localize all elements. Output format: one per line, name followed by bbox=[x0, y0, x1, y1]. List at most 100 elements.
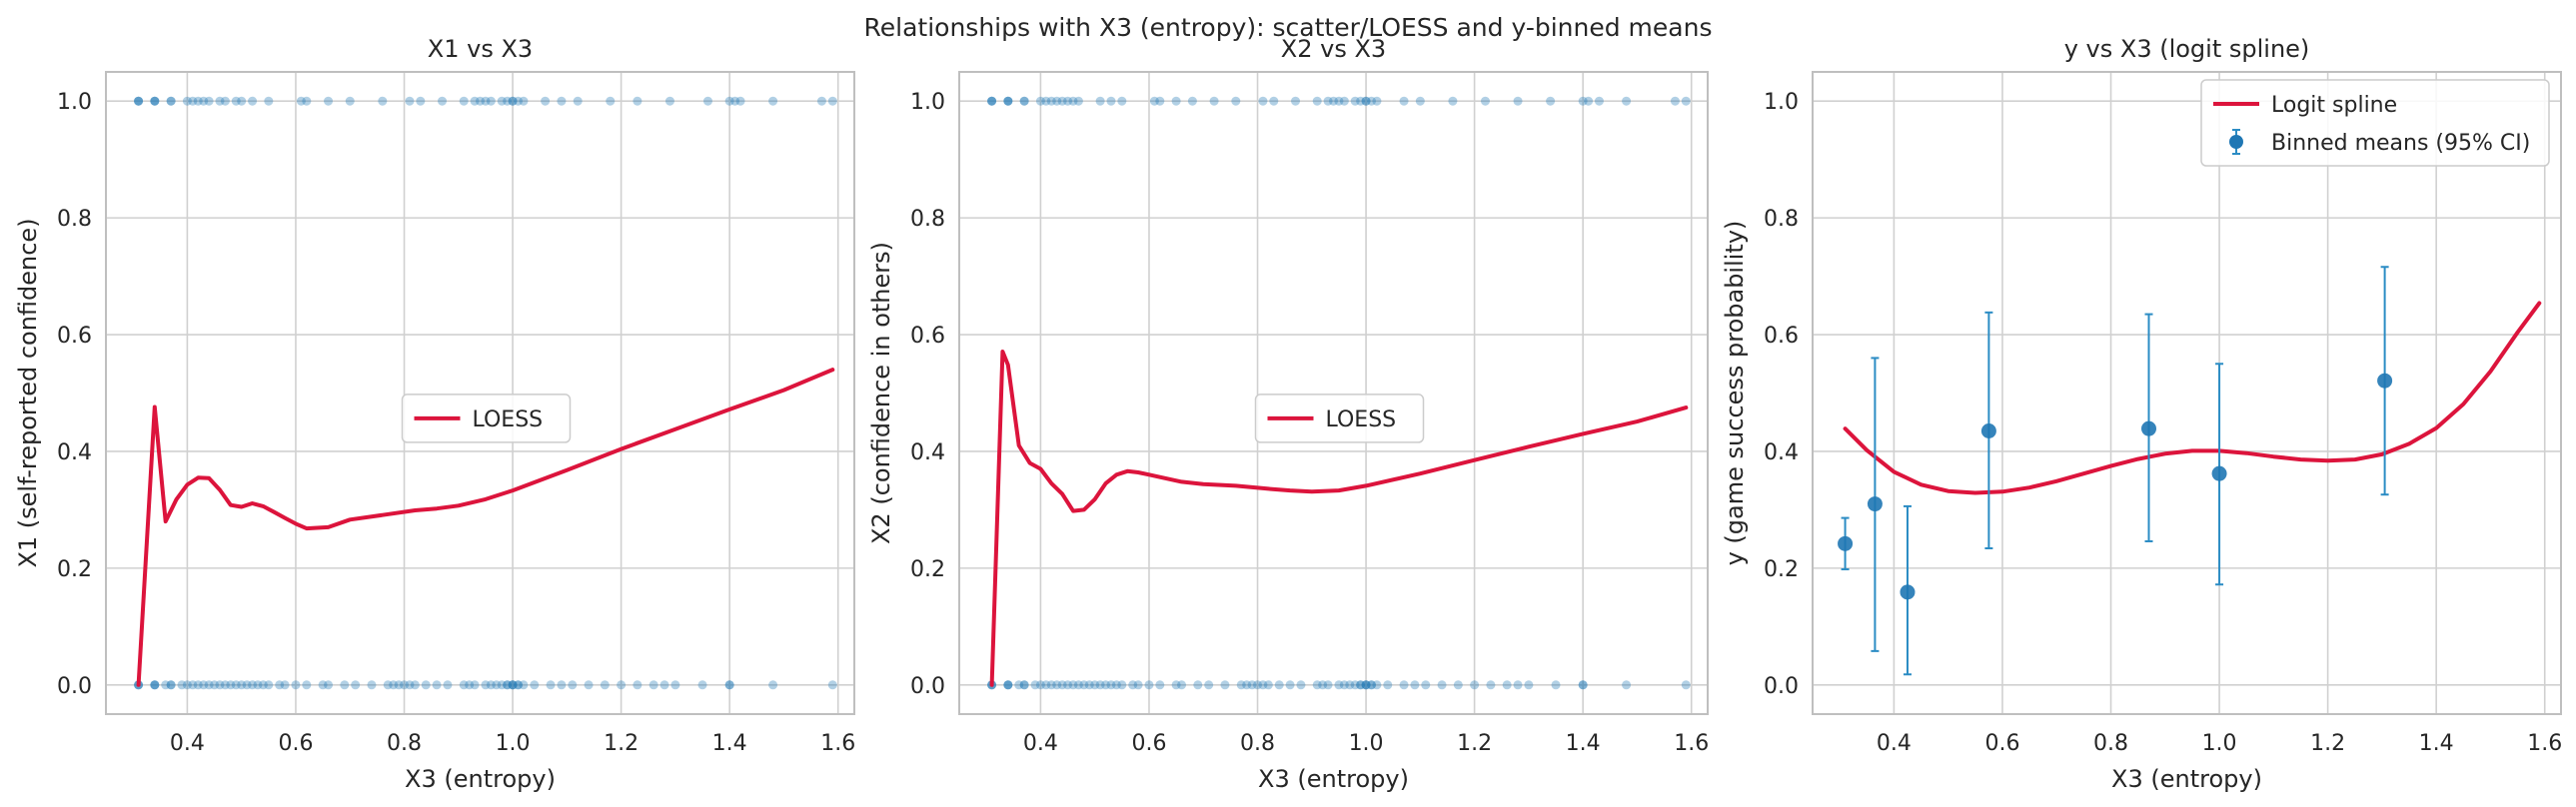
scatter-point bbox=[258, 680, 268, 690]
scatter-point bbox=[220, 680, 230, 690]
x-tick-label: 0.8 bbox=[387, 731, 422, 756]
scatter-point bbox=[497, 96, 507, 106]
scatter-point bbox=[421, 680, 431, 690]
scatter-point bbox=[987, 96, 997, 106]
scatter-point bbox=[318, 680, 328, 690]
scatter-point bbox=[1063, 680, 1073, 690]
scatter-point bbox=[1149, 96, 1159, 106]
scatter-point bbox=[410, 680, 420, 690]
scatter-point bbox=[1323, 96, 1333, 106]
scatter-point bbox=[1019, 680, 1029, 690]
legend: LOESS bbox=[1254, 394, 1425, 443]
scatter-point bbox=[648, 680, 658, 690]
scatter-point bbox=[1084, 680, 1094, 690]
scatter-point bbox=[1296, 680, 1306, 690]
scatter-point bbox=[275, 680, 285, 690]
scatter-point bbox=[1415, 96, 1425, 106]
scatter-point bbox=[513, 96, 523, 106]
scatter-point bbox=[383, 680, 393, 690]
errorbar-series bbox=[1838, 266, 2393, 676]
scatter-point bbox=[1247, 680, 1257, 690]
plot-frame bbox=[1812, 71, 2562, 715]
scatter-point bbox=[1437, 680, 1447, 690]
scatter-point bbox=[697, 680, 707, 690]
scatter-point bbox=[1356, 96, 1366, 106]
scatter-point bbox=[568, 680, 578, 690]
scatter-point bbox=[253, 680, 263, 690]
scatter-point bbox=[470, 96, 480, 106]
scatter-point bbox=[166, 680, 176, 690]
y-tick-label: 0.2 bbox=[910, 557, 945, 582]
scatter-point bbox=[1041, 680, 1051, 690]
x-axis-label: X3 (entropy) bbox=[405, 765, 556, 793]
binned-mean-point bbox=[2141, 420, 2157, 436]
scatter-point bbox=[724, 680, 734, 690]
scatter-point bbox=[1480, 96, 1490, 106]
scatter-point bbox=[443, 680, 453, 690]
y-tick-label: 0.4 bbox=[57, 440, 92, 465]
scatter-point bbox=[134, 96, 144, 106]
scatter-point bbox=[1117, 96, 1127, 106]
scatter-point bbox=[210, 680, 220, 690]
scatter-point bbox=[1323, 680, 1333, 690]
scatter-point bbox=[1253, 680, 1263, 690]
scatter-point bbox=[1204, 680, 1214, 690]
scatter-point bbox=[1003, 680, 1013, 690]
scatter-point bbox=[215, 96, 225, 106]
scatter-point bbox=[1681, 680, 1691, 690]
scatter-point bbox=[497, 680, 507, 690]
scatter-point bbox=[1128, 680, 1138, 690]
scatter-point bbox=[1285, 680, 1295, 690]
scatter-point bbox=[1551, 680, 1561, 690]
scatter-point bbox=[519, 680, 529, 690]
scatter-point bbox=[730, 96, 740, 106]
scatter-point bbox=[1106, 96, 1116, 106]
scatter-point bbox=[199, 96, 209, 106]
scatter-point bbox=[513, 680, 523, 690]
scatter-point bbox=[1312, 96, 1322, 106]
scatter-point bbox=[1361, 96, 1371, 106]
scatter-point bbox=[1019, 96, 1029, 106]
y-tick-label: 0.0 bbox=[910, 674, 945, 699]
scatter-point bbox=[182, 96, 192, 106]
scatter-point bbox=[470, 680, 480, 690]
scatter-point bbox=[264, 96, 274, 106]
scatter-point bbox=[735, 96, 745, 106]
scatter-point bbox=[1453, 680, 1463, 690]
scatter-point bbox=[724, 680, 734, 690]
scatter-point bbox=[1291, 96, 1301, 106]
scatter-point bbox=[324, 96, 334, 106]
scatter-point bbox=[166, 96, 176, 106]
x-tick-label: 1.0 bbox=[2202, 731, 2237, 756]
series-line bbox=[136, 368, 835, 687]
scatter-point bbox=[546, 680, 556, 690]
binned-mean-point bbox=[2211, 465, 2227, 481]
scatter-point bbox=[541, 96, 551, 106]
scatter-point bbox=[1356, 680, 1366, 690]
scatter-point bbox=[367, 680, 377, 690]
scatter-point bbox=[177, 680, 187, 690]
x-tick-label: 0.6 bbox=[278, 731, 313, 756]
scatter-point bbox=[1366, 680, 1376, 690]
scatter-point bbox=[1111, 680, 1121, 690]
scatter-point bbox=[503, 680, 513, 690]
scatter-point bbox=[1014, 680, 1024, 690]
scatter-point bbox=[1041, 96, 1051, 106]
scatter-point bbox=[1578, 680, 1588, 690]
x-tick-label: 0.8 bbox=[1240, 731, 1275, 756]
scatter-point bbox=[1334, 680, 1344, 690]
scatter-point bbox=[1209, 96, 1219, 106]
scatter-point bbox=[324, 680, 334, 690]
y-tick-label: 1.0 bbox=[910, 90, 945, 115]
scatter-point bbox=[1073, 96, 1083, 106]
scatter-point bbox=[1366, 680, 1376, 690]
scatter-point bbox=[1486, 680, 1496, 690]
scatter-point bbox=[242, 680, 252, 690]
legend-box bbox=[2200, 79, 2550, 167]
scatter-point bbox=[302, 96, 312, 106]
scatter-point bbox=[1524, 680, 1534, 690]
scatter-point bbox=[231, 96, 241, 106]
scatter-point bbox=[508, 96, 518, 106]
scatter-point bbox=[557, 680, 567, 690]
y-tick-label: 1.0 bbox=[57, 90, 92, 115]
